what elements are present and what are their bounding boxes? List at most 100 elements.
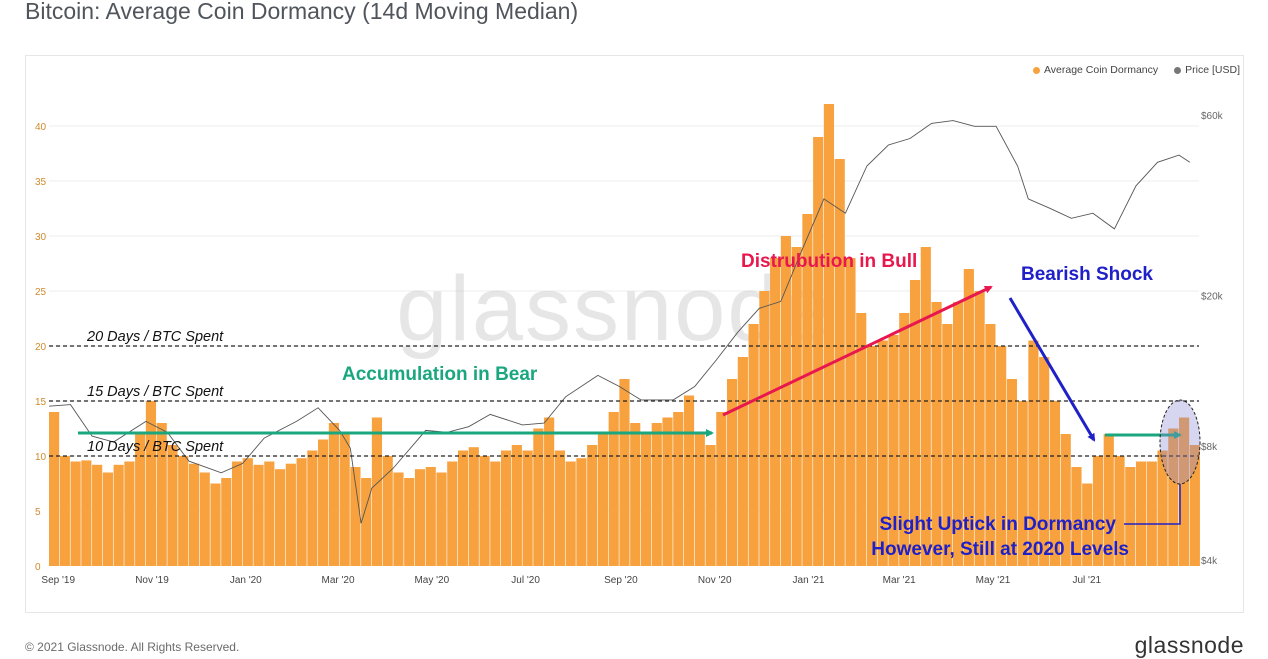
annotation-4: However, Still at 2020 Levels — [871, 539, 1129, 560]
dormancy-bar — [285, 463, 296, 566]
dormancy-bar — [318, 439, 329, 566]
x-axis-tick-4: May '20 — [414, 575, 449, 586]
dormancy-bar — [1135, 461, 1147, 566]
annotation-3: Slight Uptick in Dormancy — [880, 514, 1117, 535]
dormancy-bar — [791, 247, 802, 566]
legend-label-price: Price [USD] — [1185, 64, 1240, 76]
legend-item-dormancy[interactable]: Average Coin Dormancy — [1032, 64, 1158, 76]
dormancy-bar — [447, 461, 458, 566]
dormancy-bar — [920, 247, 931, 566]
dormancy-bar — [145, 401, 157, 566]
left-axis-tick-10: 10 — [35, 452, 47, 463]
dormancy-bar — [1092, 456, 1104, 566]
right-axis-tick-0: $4k — [1201, 556, 1218, 567]
left-axis-tick-15: 15 — [35, 397, 47, 408]
dormancy-bar — [834, 159, 845, 566]
annotation-0: Accumulation in Bear — [342, 364, 538, 385]
dormancy-bar — [113, 464, 124, 566]
dormancy-bar — [640, 434, 652, 566]
dormancy-bar — [328, 423, 339, 566]
reference-label-15: 15 Days / BTC Spent — [87, 384, 224, 400]
dormancy-bar — [522, 450, 533, 566]
left-axis-tick-0: 0 — [35, 562, 41, 573]
dormancy-bar — [716, 412, 727, 566]
uptick-highlight-ellipse — [1159, 399, 1201, 485]
dormancy-bar — [393, 472, 404, 566]
dormancy-bar — [856, 313, 867, 566]
dormancy-bar — [544, 417, 555, 566]
footer-logo: glassnode — [1134, 632, 1244, 658]
dormancy-bar — [888, 335, 899, 566]
price-line — [48, 120, 1191, 524]
dormancy-bar — [49, 412, 60, 566]
dormancy-bar — [587, 445, 598, 566]
x-axis-tick-7: Nov '20 — [698, 575, 732, 586]
dormancy-bar — [1028, 340, 1039, 566]
dormancy-bar — [350, 467, 361, 566]
dormancy-bar — [942, 324, 953, 566]
dormancy-bar — [1039, 357, 1050, 566]
dormancy-bar — [124, 461, 135, 566]
dormancy-bar — [673, 412, 684, 566]
x-axis-tick-6: Sep '20 — [604, 575, 638, 586]
dormancy-bar — [630, 423, 641, 566]
dormancy-bar — [81, 460, 92, 566]
dormancy-bar — [511, 445, 522, 566]
dormancy-bar — [253, 464, 264, 566]
right-axis-tick-1: $8k — [1201, 442, 1218, 453]
dormancy-bar — [59, 456, 70, 566]
dormancy-bar — [501, 450, 512, 566]
dormancy-bar — [468, 447, 479, 566]
x-axis-tick-2: Jan '20 — [230, 575, 262, 586]
dormancy-bar — [361, 478, 372, 566]
legend-item-price[interactable]: Price [USD] — [1174, 64, 1240, 76]
legend-dot-dormancy — [1032, 66, 1040, 74]
dormancy-bar — [705, 445, 716, 566]
dormancy-bar — [1189, 445, 1200, 566]
dormancy-bar — [242, 458, 253, 566]
dormancy-bar — [199, 472, 210, 566]
left-axis-tick-25: 25 — [35, 287, 47, 298]
dormancy-bar — [1103, 434, 1114, 566]
dormancy-bar — [371, 417, 383, 566]
reference-label-20: 20 Days / BTC Spent — [86, 329, 224, 345]
dormancy-bar — [953, 302, 964, 566]
reference-label-10: 10 Days / BTC Spent — [87, 439, 224, 455]
dormancy-bar — [1017, 401, 1028, 566]
dormancy-bar — [802, 214, 813, 566]
dormancy-bar — [813, 137, 824, 566]
distribution-arrow — [722, 285, 993, 417]
uptick-connector-line — [1124, 484, 1181, 525]
dormancy-bar — [974, 291, 985, 566]
dormancy-bar — [382, 456, 393, 566]
dormancy-bar — [457, 450, 469, 566]
dormancy-bar — [178, 456, 189, 566]
x-axis-tick-3: Mar '20 — [322, 575, 355, 586]
copyright-text: © 2021 Glassnode. All Rights Reserved. — [25, 640, 240, 654]
dormancy-bar — [479, 456, 490, 566]
dormancy-bar — [1125, 467, 1136, 566]
left-axis-tick-30: 30 — [35, 232, 47, 243]
dormancy-bar — [748, 324, 759, 566]
dormancy-bar — [899, 313, 910, 566]
x-axis-tick-10: May '21 — [976, 575, 1011, 586]
dormancy-bar — [188, 463, 200, 566]
chart-legend: Average Coin Dormancy Price [USD] — [1032, 64, 1240, 76]
dormancy-bar — [92, 464, 103, 566]
dormancy-bar — [231, 461, 243, 566]
page-title: Bitcoin: Average Coin Dormancy (14d Movi… — [25, 0, 579, 24]
x-axis-tick-11: Jul '21 — [1072, 575, 1101, 586]
dormancy-bar — [737, 357, 748, 566]
dormancy-bar — [102, 472, 113, 566]
dormancy-bar — [877, 340, 888, 566]
dormancy-bar — [135, 434, 146, 566]
left-axis-tick-35: 35 — [35, 177, 47, 188]
dormancy-bar — [565, 461, 576, 566]
dormancy-bar — [339, 434, 350, 566]
dormancy-bar — [694, 434, 705, 566]
dormancy-bar — [1168, 428, 1179, 566]
dormancy-bar — [576, 458, 587, 566]
dormancy-bar — [597, 434, 609, 566]
dormancy-bar — [221, 478, 232, 566]
